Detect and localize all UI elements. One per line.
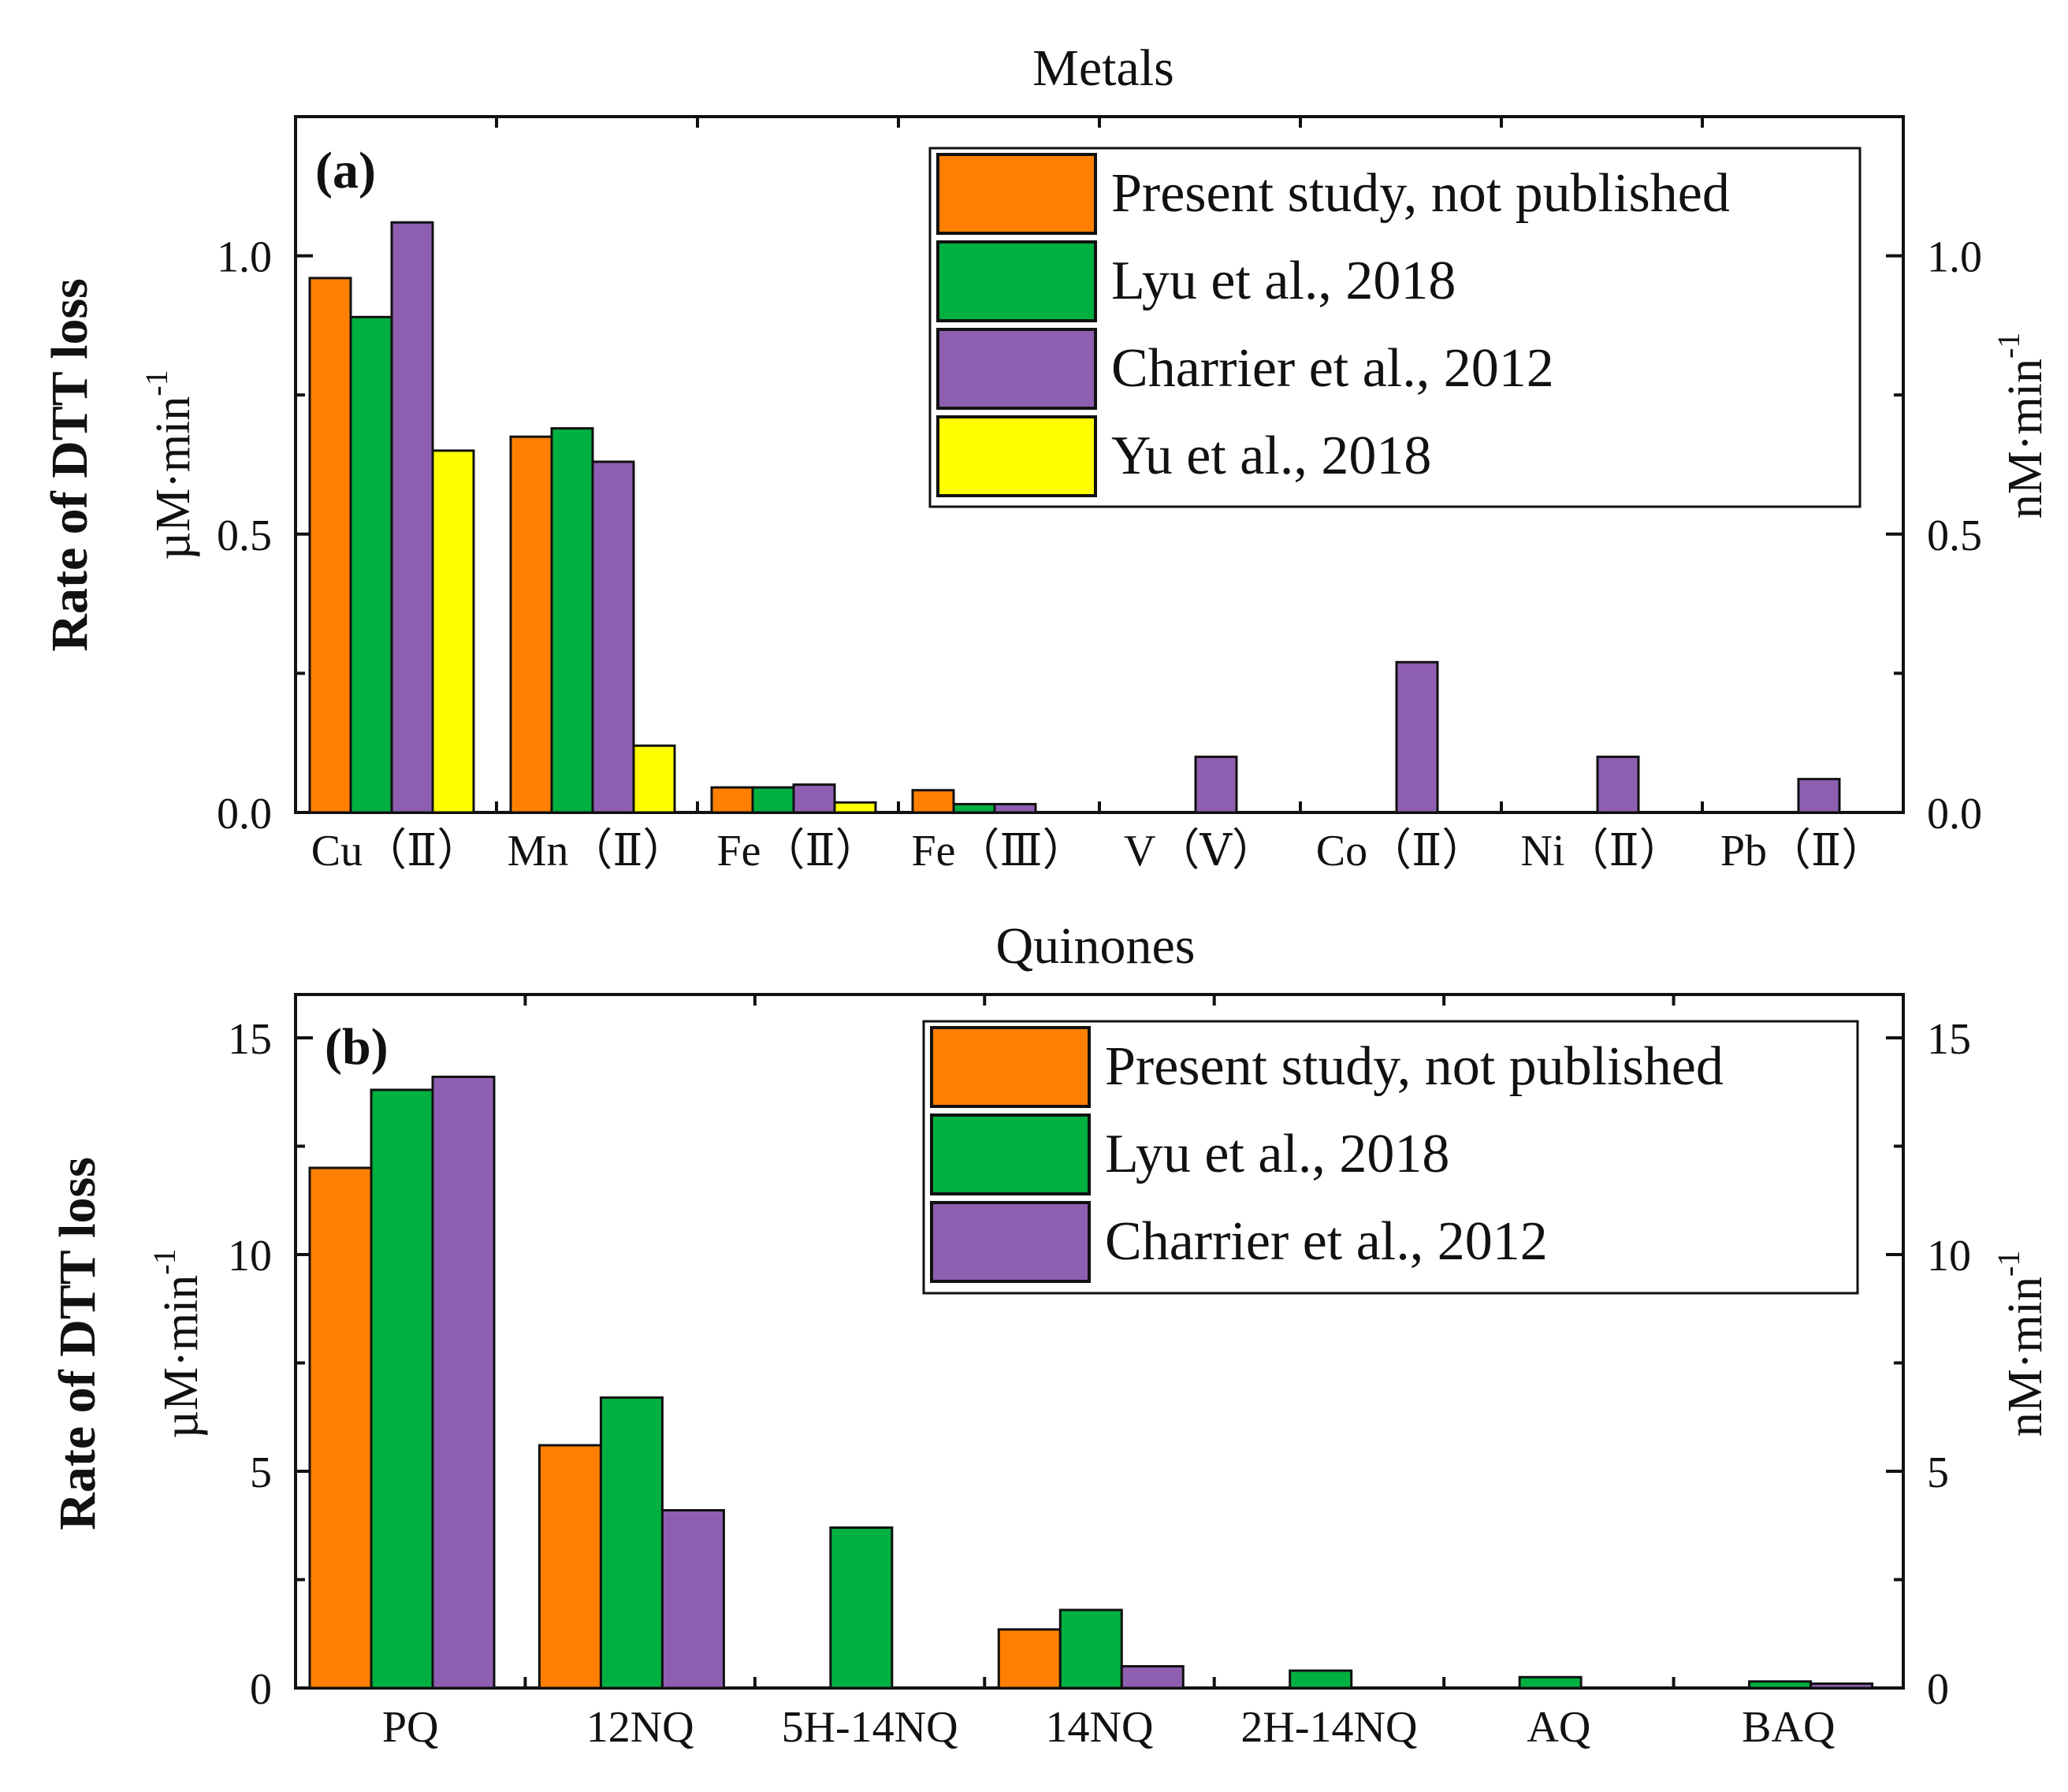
x-tick-labels: PQ 12NQ 5H-14NQ 14NQ 2H-14NQ AQ BAQ (382, 1703, 1835, 1752)
bar-charrier-6 (1810, 1682, 1874, 1690)
x-tick-label: Fe（Ⅲ） (911, 827, 1086, 876)
bar-lyu-0 (370, 1088, 434, 1690)
y-tick-label-right: 0 (1927, 1665, 1949, 1714)
y-axis-left-unit: µM·min-1 (147, 1248, 208, 1438)
x-tick-labels: Cu（Ⅱ） Mn（Ⅱ） Fe（Ⅱ） Fe（Ⅲ） V（Ⅴ） Co（Ⅱ） Ni（Ⅱ） Pb（Ⅱ） (311, 827, 1885, 876)
x-tick-label: 14NQ (1046, 1703, 1154, 1752)
legend-swatch-present (930, 1026, 1091, 1108)
y-axis-left-unit: µM·min-1 (139, 370, 200, 560)
y-axis-right-unit: nM·min-1 (1991, 1251, 2052, 1437)
bar-lyu-1 (550, 427, 594, 814)
chart-title: Metals (1032, 39, 1174, 97)
y-tick-label-left: 5 (250, 1448, 272, 1497)
legend-label: Yu et al., 2018 (1111, 426, 1431, 486)
bar-charrier-0 (431, 1076, 496, 1690)
bar-yu-0 (431, 449, 475, 814)
x-tick-label: 12NQ (586, 1703, 694, 1752)
bar-yu-2 (833, 801, 877, 814)
chart-title: Quinones (996, 917, 1196, 975)
legend-label: Present study, not published (1111, 163, 1730, 224)
bars (308, 1076, 1874, 1690)
bar-lyu-0 (349, 315, 393, 814)
bar-lyu-2 (829, 1526, 894, 1690)
bar-present-3 (997, 1628, 1062, 1690)
legend-label: Lyu et al., 2018 (1111, 251, 1456, 311)
bar-present-0 (308, 277, 352, 814)
legend-label: Charrier et al., 2012 (1111, 338, 1554, 399)
y-tick-label-right: 0.0 (1927, 790, 1982, 838)
x-tick-label: Fe（Ⅱ） (716, 827, 879, 876)
bar-charrier-4 (1194, 755, 1238, 814)
bar-present-3 (911, 789, 955, 814)
metals-panel: Metals Cu（Ⅱ） Mn（Ⅱ） Fe（Ⅱ） Fe（Ⅲ） V（Ⅴ） Co（Ⅱ） Ni（Ⅱ… (41, 39, 2052, 876)
legend: Present study, not published Lyu et al., … (922, 1020, 1859, 1295)
x-tick-label: PQ (382, 1703, 439, 1752)
bar-yu-1 (632, 744, 676, 814)
y-axis-title: Rate of DTT loss (49, 1157, 106, 1530)
bars (308, 221, 1841, 814)
x-tick-label: AQ (1527, 1703, 1590, 1752)
x-tick-label: V（Ⅴ） (1124, 827, 1276, 876)
bar-present-1 (509, 435, 553, 814)
y-tick-label-left: 1.0 (217, 233, 272, 282)
bar-lyu-3 (1058, 1608, 1123, 1690)
legend-swatch-present (936, 153, 1097, 235)
bar-charrier-3 (1120, 1665, 1185, 1690)
y-axis-title: Rate of DTT loss (41, 278, 99, 652)
y-tick-label-left: 15 (228, 1015, 272, 1064)
x-tick-label: BAQ (1742, 1703, 1835, 1752)
bar-lyu-6 (1748, 1680, 1813, 1690)
y-axis-right-unit: nM·min-1 (1991, 333, 2052, 519)
axis-ticks (294, 115, 1905, 814)
y-tick-label-left: 10 (228, 1232, 272, 1281)
panel-label: (b) (325, 1018, 389, 1076)
legend-swatch-charrier (930, 1201, 1091, 1283)
legend: Present study, not published Lyu et al., … (928, 147, 1862, 508)
quinones-panel: Quinones PQ 12NQ 5H-14NQ 14NQ 2H-14NQ AQ BAQ 0… (49, 917, 2052, 1752)
bar-charrier-1 (660, 1509, 725, 1690)
bar-charrier-6 (1596, 755, 1640, 814)
x-tick-label: Pb（Ⅱ） (1720, 827, 1885, 876)
bar-lyu-5 (1518, 1675, 1583, 1690)
bar-charrier-5 (1395, 660, 1439, 814)
y-tick-label-left: 0 (250, 1665, 272, 1714)
legend-swatch-charrier (936, 328, 1097, 410)
bar-present-0 (308, 1166, 373, 1690)
y-tick-label-left: 0.0 (217, 790, 272, 838)
y-tick-label-left: 0.5 (217, 511, 272, 560)
y-tick-label-right: 1.0 (1927, 233, 1982, 282)
legend-swatch-yu (936, 415, 1097, 497)
bar-lyu-1 (599, 1396, 664, 1690)
panel-label: (a) (315, 142, 376, 199)
bar-present-1 (537, 1444, 602, 1690)
y-tick-label-right: 5 (1927, 1448, 1949, 1497)
legend-label: Lyu et al., 2018 (1105, 1124, 1449, 1184)
bar-lyu-2 (751, 786, 795, 814)
bar-charrier-0 (390, 221, 434, 814)
x-tick-label: Mn（Ⅱ） (508, 827, 687, 876)
x-tick-label: Co（Ⅱ） (1316, 827, 1486, 876)
bar-present-2 (710, 786, 754, 814)
legend-swatch-lyu (930, 1113, 1091, 1195)
y-tick-label-right: 0.5 (1927, 511, 1982, 560)
y-tick-labels: 0 0 5 5 10 10 15 15 (228, 1015, 1971, 1714)
y-tick-label-right: 15 (1927, 1015, 1971, 1064)
bar-charrier-7 (1797, 778, 1841, 814)
bar-charrier-1 (591, 460, 635, 814)
legend-swatch-lyu (936, 240, 1097, 322)
bar-lyu-4 (1289, 1669, 1353, 1690)
bar-charrier-2 (792, 783, 836, 814)
legend-label: Present study, not published (1105, 1036, 1724, 1097)
legend-label: Charrier et al., 2012 (1105, 1211, 1548, 1272)
x-tick-label: 2H-14NQ (1240, 1703, 1417, 1752)
x-tick-label: Cu（Ⅱ） (311, 827, 481, 876)
bar-lyu-3 (952, 802, 996, 814)
bar-charrier-3 (993, 802, 1037, 814)
x-tick-label: 5H-14NQ (782, 1703, 958, 1752)
y-tick-label-right: 10 (1927, 1232, 1971, 1281)
x-tick-label: Ni（Ⅱ） (1520, 827, 1683, 876)
y-tick-labels: 0.0 0.0 0.5 0.5 1.0 1.0 (217, 233, 1982, 838)
